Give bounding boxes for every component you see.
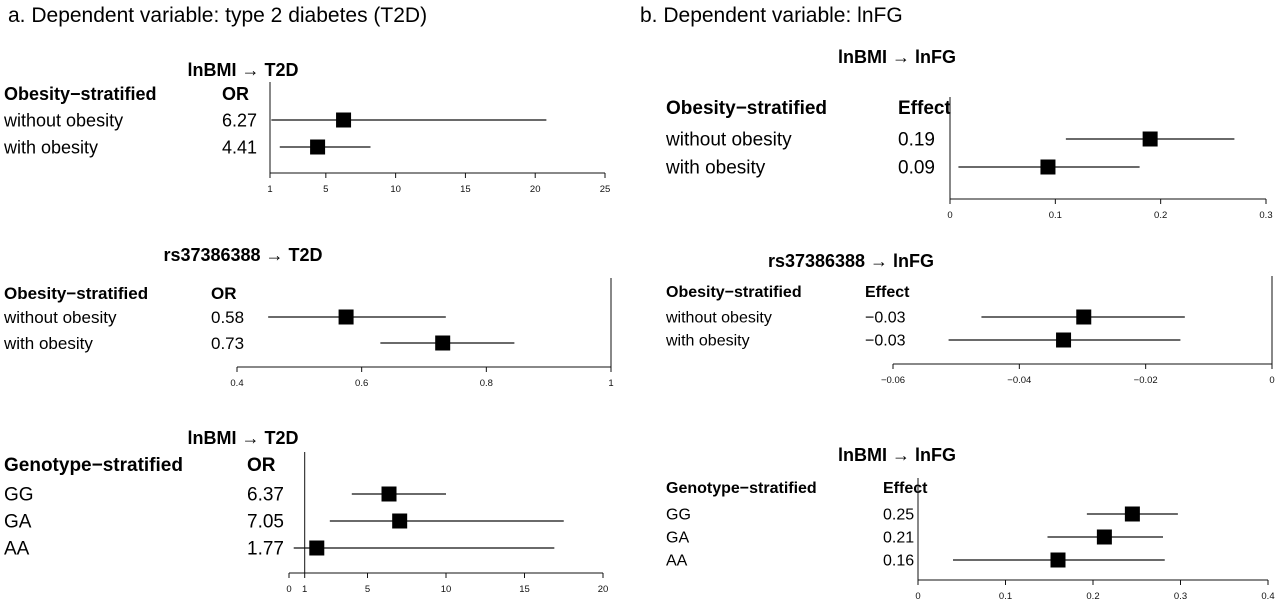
point-estimate-marker bbox=[1056, 332, 1072, 348]
row-label: GA bbox=[666, 530, 689, 547]
forest-panel-2: rs37386388 → T2D Obesity−stratified OR 0.4 0… bbox=[3, 245, 614, 389]
row-estimate-text: 1.77 bbox=[247, 539, 284, 560]
x-tick-label: 10 bbox=[441, 584, 452, 595]
point-estimate-marker bbox=[1076, 309, 1092, 325]
panel-title: lnBMI → lnFG bbox=[838, 445, 956, 465]
row-estimate-text: −0.03 bbox=[865, 310, 906, 327]
group-header: Obesity−stratified bbox=[4, 84, 157, 104]
row-estimate-text: 0.25 bbox=[883, 507, 914, 524]
row-estimate-text: 6.27 bbox=[222, 110, 257, 130]
group-header: Obesity−stratified bbox=[666, 98, 827, 119]
value-header: OR bbox=[222, 84, 249, 104]
point-estimate-marker bbox=[435, 335, 451, 351]
panel-title: lnBMI → T2D bbox=[188, 428, 299, 448]
panel-title: rs37386388 → lnFG bbox=[768, 251, 934, 271]
x-tick-label: 0.8 bbox=[480, 378, 493, 389]
forest-panel-6: lnBMI → lnFG Genotype−stratified Effect 0 0.… bbox=[666, 445, 1275, 602]
group-header: Obesity−stratified bbox=[4, 284, 148, 303]
group-header: Genotype−stratified bbox=[4, 455, 183, 476]
x-tick-label: 0.3 bbox=[1174, 591, 1187, 602]
forest-panel-4: lnBMI → lnFG Obesity−stratified Effect 0 0.1… bbox=[665, 47, 1273, 221]
x-tick-label: 0.2 bbox=[1086, 591, 1099, 602]
x-tick-label: −0.02 bbox=[1134, 375, 1158, 386]
row-label: without obesity bbox=[3, 110, 123, 130]
row-estimate-text: 0.09 bbox=[898, 158, 935, 179]
row-estimate-text: 4.41 bbox=[222, 137, 257, 157]
row-label: without obesity bbox=[665, 130, 792, 151]
point-estimate-marker bbox=[1142, 131, 1158, 147]
x-tick-label: 0.1 bbox=[999, 591, 1012, 602]
point-estimate-marker bbox=[1040, 159, 1056, 175]
x-tick-label: 0.2 bbox=[1154, 210, 1167, 221]
x-tick-label: 0.1 bbox=[1049, 210, 1062, 221]
x-tick-label: −0.04 bbox=[1007, 375, 1031, 386]
value-header: Effect bbox=[865, 284, 910, 301]
x-tick-label: 15 bbox=[460, 184, 471, 195]
row-estimate-text: 0.19 bbox=[898, 130, 935, 151]
x-tick-label: 0 bbox=[286, 584, 291, 595]
group-header: Obesity−stratified bbox=[666, 284, 802, 301]
point-estimate-marker bbox=[1096, 529, 1112, 545]
x-tick-label: 20 bbox=[530, 184, 541, 195]
row-label: GG bbox=[666, 507, 691, 524]
point-estimate-marker bbox=[310, 139, 326, 155]
x-tick-label: 0 bbox=[1269, 375, 1274, 386]
value-header: OR bbox=[247, 455, 276, 476]
x-tick-label: 15 bbox=[519, 584, 530, 595]
x-tick-label: 5 bbox=[365, 584, 370, 595]
row-estimate-text: 7.05 bbox=[247, 512, 284, 533]
point-estimate-marker bbox=[336, 112, 352, 128]
x-tick-label: 0.3 bbox=[1259, 210, 1272, 221]
row-label: with obesity bbox=[665, 158, 766, 179]
section-b-heading: b. Dependent variable: lnFG bbox=[640, 4, 903, 27]
panel-title: rs37386388 → T2D bbox=[163, 245, 322, 265]
x-tick-label: 5 bbox=[323, 184, 328, 195]
point-estimate-marker bbox=[392, 513, 408, 529]
x-tick-label: −0.06 bbox=[881, 375, 905, 386]
row-label: with obesity bbox=[665, 333, 750, 350]
x-tick-label: 0.4 bbox=[1261, 591, 1274, 602]
x-tick-label: 0.4 bbox=[230, 378, 243, 389]
row-label: without obesity bbox=[665, 310, 772, 327]
row-label: AA bbox=[4, 539, 30, 560]
row-estimate-text: −0.03 bbox=[865, 333, 906, 350]
row-label: with obesity bbox=[3, 334, 93, 353]
row-label: GA bbox=[4, 512, 32, 533]
x-tick-label: 1 bbox=[302, 584, 307, 595]
row-estimate-text: 0.16 bbox=[883, 553, 914, 570]
value-header: OR bbox=[211, 284, 237, 303]
row-label: AA bbox=[666, 553, 688, 570]
panel-title: lnBMI → lnFG bbox=[838, 47, 956, 67]
value-header: Effect bbox=[898, 98, 951, 119]
value-header: Effect bbox=[883, 480, 928, 497]
x-tick-label: 0 bbox=[915, 591, 920, 602]
row-estimate-text: 0.58 bbox=[211, 308, 244, 327]
group-header: Genotype−stratified bbox=[666, 480, 817, 497]
forest-panel-5: rs37386388 → lnFG Obesity−stratified Effec… bbox=[665, 251, 1275, 386]
x-tick-label: 20 bbox=[598, 584, 609, 595]
row-estimate-text: 0.21 bbox=[883, 530, 914, 547]
point-estimate-marker bbox=[1124, 506, 1140, 522]
panel-title: lnBMI → T2D bbox=[188, 60, 299, 80]
point-estimate-marker bbox=[309, 540, 325, 556]
x-tick-label: 1 bbox=[608, 378, 613, 389]
x-tick-label: 0 bbox=[947, 210, 952, 221]
point-estimate-marker bbox=[338, 309, 354, 325]
x-tick-label: 25 bbox=[600, 184, 611, 195]
row-label: with obesity bbox=[3, 137, 98, 157]
row-label: GG bbox=[4, 485, 34, 506]
row-estimate-text: 6.37 bbox=[247, 485, 284, 506]
point-estimate-marker bbox=[381, 486, 397, 502]
row-label: without obesity bbox=[3, 308, 117, 327]
section-a-heading: a. Dependent variable: type 2 diabetes (… bbox=[8, 4, 427, 27]
x-tick-label: 0.6 bbox=[355, 378, 368, 389]
x-tick-label: 10 bbox=[390, 184, 401, 195]
row-estimate-text: 0.73 bbox=[211, 334, 244, 353]
x-tick-label: 1 bbox=[267, 184, 272, 195]
point-estimate-marker bbox=[1050, 552, 1066, 568]
